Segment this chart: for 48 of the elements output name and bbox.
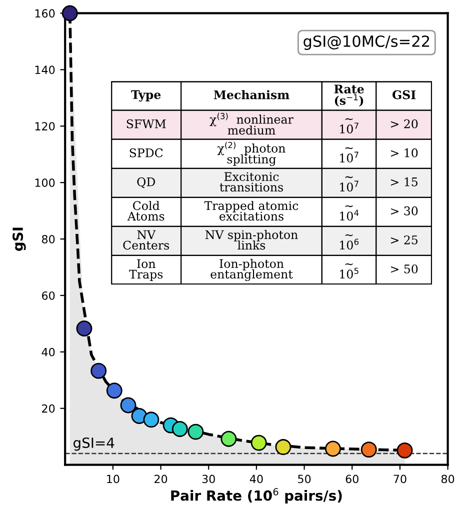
y-tick-label: 40 (42, 348, 55, 356)
text: χ$^{(2)}$ photon splitting (217, 142, 286, 166)
text: QD (137, 177, 155, 188)
category-label: GSI (392, 90, 416, 100)
text: ~ 10$^{7}$ (340, 176, 358, 192)
y-tick-label: 120 (35, 122, 55, 130)
ref-line-label: gSI=4 (74, 438, 114, 451)
text: ~ 10$^{4}$ (340, 205, 359, 221)
text: SFWM (126, 119, 166, 128)
x-tick-label: 10 (107, 474, 120, 484)
text: NV spin-photon links (205, 230, 298, 250)
text: Excitonic transitions (220, 172, 283, 192)
category-label: Rate (s$^{−1}$) (334, 84, 364, 107)
y-tick-label: 140 (35, 66, 55, 74)
text: Ion-photon entanglement (210, 258, 293, 282)
category-label: Mechanism (214, 90, 290, 100)
x-tick-label: 20 (154, 474, 168, 484)
y-tick-label: 160 (35, 9, 55, 18)
x-tick-label: 70 (394, 474, 406, 484)
text: > 20 (390, 119, 418, 128)
y-tick-label: 80 (42, 234, 55, 244)
y-tick-label: 20 (42, 404, 55, 413)
text: > 30 (390, 206, 418, 216)
x-tick-label: 30 (202, 474, 215, 484)
x-tick-label: 60 (346, 474, 358, 484)
x-tick-label: 40 (250, 474, 263, 484)
text: SPDC (130, 148, 163, 158)
text: NV Centers (123, 230, 170, 250)
x-tick-label: 50 (298, 474, 311, 484)
y-tick-label: 100 (35, 178, 55, 187)
category-label: Type (131, 90, 161, 102)
text: χ$^{(3)}$ nonlinear medium (210, 112, 294, 135)
annotation: gSI@10MC/s=22 (304, 35, 430, 50)
y-tick-label: 60 (42, 291, 55, 300)
x-axis-title: Pair Rate (10$^{6}$ pairs/s) (171, 488, 342, 504)
text: ~ 10$^{5}$ (340, 263, 358, 279)
text: Ion Traps (129, 259, 163, 281)
text: Trapped atomic excitations (204, 200, 298, 221)
text: ~ 10$^{7}$ (340, 118, 358, 134)
text: > 25 (390, 235, 418, 244)
text: > 15 (390, 177, 418, 186)
text: Cold Atoms (127, 200, 164, 221)
y-axis-title: gSI (12, 228, 26, 251)
text: ~ 10$^{7}$ (340, 147, 358, 162)
text: ~ 10$^{6}$ (340, 234, 359, 250)
x-tick-label: 80 (441, 474, 454, 484)
text: > 10 (390, 148, 418, 158)
text: > 50 (390, 264, 418, 274)
